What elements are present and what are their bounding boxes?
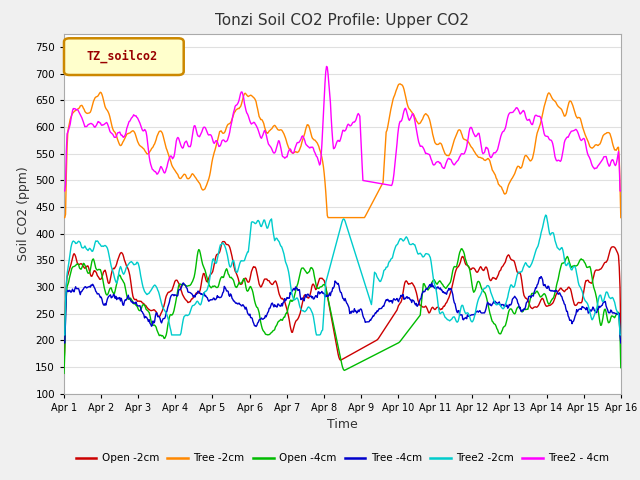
Title: Tonzi Soil CO2 Profile: Upper CO2: Tonzi Soil CO2 Profile: Upper CO2 — [216, 13, 469, 28]
FancyBboxPatch shape — [64, 38, 184, 75]
X-axis label: Time: Time — [327, 418, 358, 431]
Y-axis label: Soil CO2 (ppm): Soil CO2 (ppm) — [17, 166, 29, 261]
Text: TZ_soilco2: TZ_soilco2 — [87, 50, 158, 63]
Legend: Open -2cm, Tree -2cm, Open -4cm, Tree -4cm, Tree2 -2cm, Tree2 - 4cm: Open -2cm, Tree -2cm, Open -4cm, Tree -4… — [72, 449, 613, 468]
